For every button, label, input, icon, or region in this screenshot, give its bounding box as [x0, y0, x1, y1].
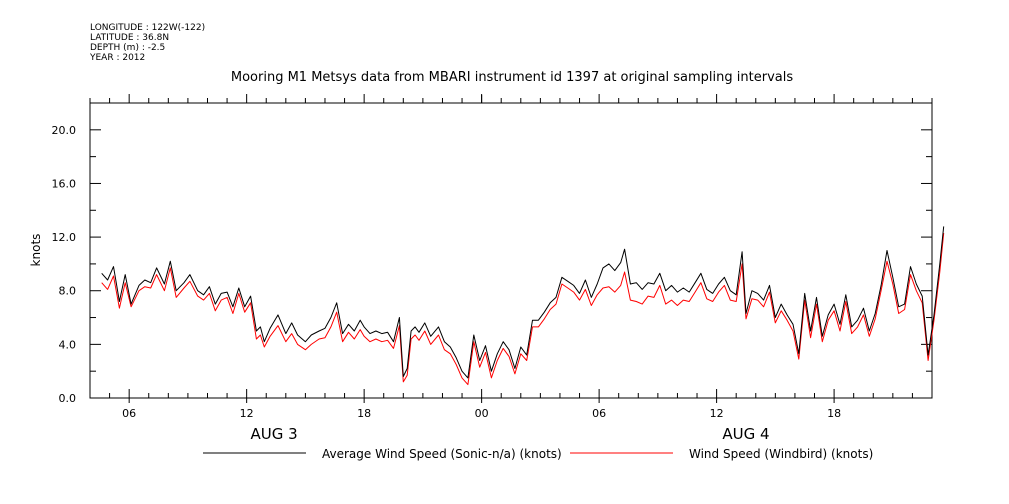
y-tick-label: 16.0	[52, 177, 77, 190]
meta-depth: DEPTH (m) : -2.5	[90, 43, 165, 53]
y-tick-label: 8.0	[59, 285, 77, 298]
y-tick-label: 20.0	[52, 124, 77, 137]
meta-latitude: LATITUDE : 36.8N	[90, 33, 169, 43]
legend-label-average-wind-speed: Average Wind Speed (Sonic-n/a) (knots)	[322, 447, 562, 461]
x-tick-label: 06	[592, 407, 606, 420]
x-tick-label: 12	[240, 407, 254, 420]
date-label: AUG 4	[722, 425, 769, 443]
x-tick-label: 00	[475, 407, 489, 420]
legend-label-windbird: Wind Speed (Windbird) (knots)	[689, 447, 873, 461]
meta-year: YEAR : 2012	[89, 53, 145, 63]
x-tick-label: 12	[710, 407, 724, 420]
y-tick-label: 12.0	[52, 231, 77, 244]
x-tick-label: 18	[827, 407, 841, 420]
legend: Average Wind Speed (Sonic-n/a) (knots) W…	[203, 447, 873, 461]
plot-frame	[89, 102, 933, 399]
chart-title: Mooring M1 Metsys data from MBARI instru…	[231, 70, 793, 85]
series-lines	[101, 226, 945, 386]
y-tick-labels: 0.0 4.0 8.0 12.0 16.0 20.0	[52, 124, 77, 405]
date-labels: AUG 3 AUG 4	[250, 425, 769, 443]
x-tick-label: 06	[122, 407, 136, 420]
y-tick-label: 0.0	[59, 392, 77, 405]
series-line-average-wind-speed	[101, 226, 945, 379]
date-label: AUG 3	[250, 425, 297, 443]
y-axis-label: knots	[29, 234, 43, 267]
x-tick-label: 18	[357, 407, 371, 420]
metadata-block: LONGITUDE : 122W(-122) LATITUDE : 36.8N …	[89, 23, 205, 63]
y-tick-label: 4.0	[59, 338, 77, 351]
x-tick-labels: 06 12 18 00 06 12 18	[122, 407, 841, 420]
meta-longitude: LONGITUDE : 122W(-122)	[90, 23, 205, 33]
series-line-windbird	[101, 233, 945, 386]
